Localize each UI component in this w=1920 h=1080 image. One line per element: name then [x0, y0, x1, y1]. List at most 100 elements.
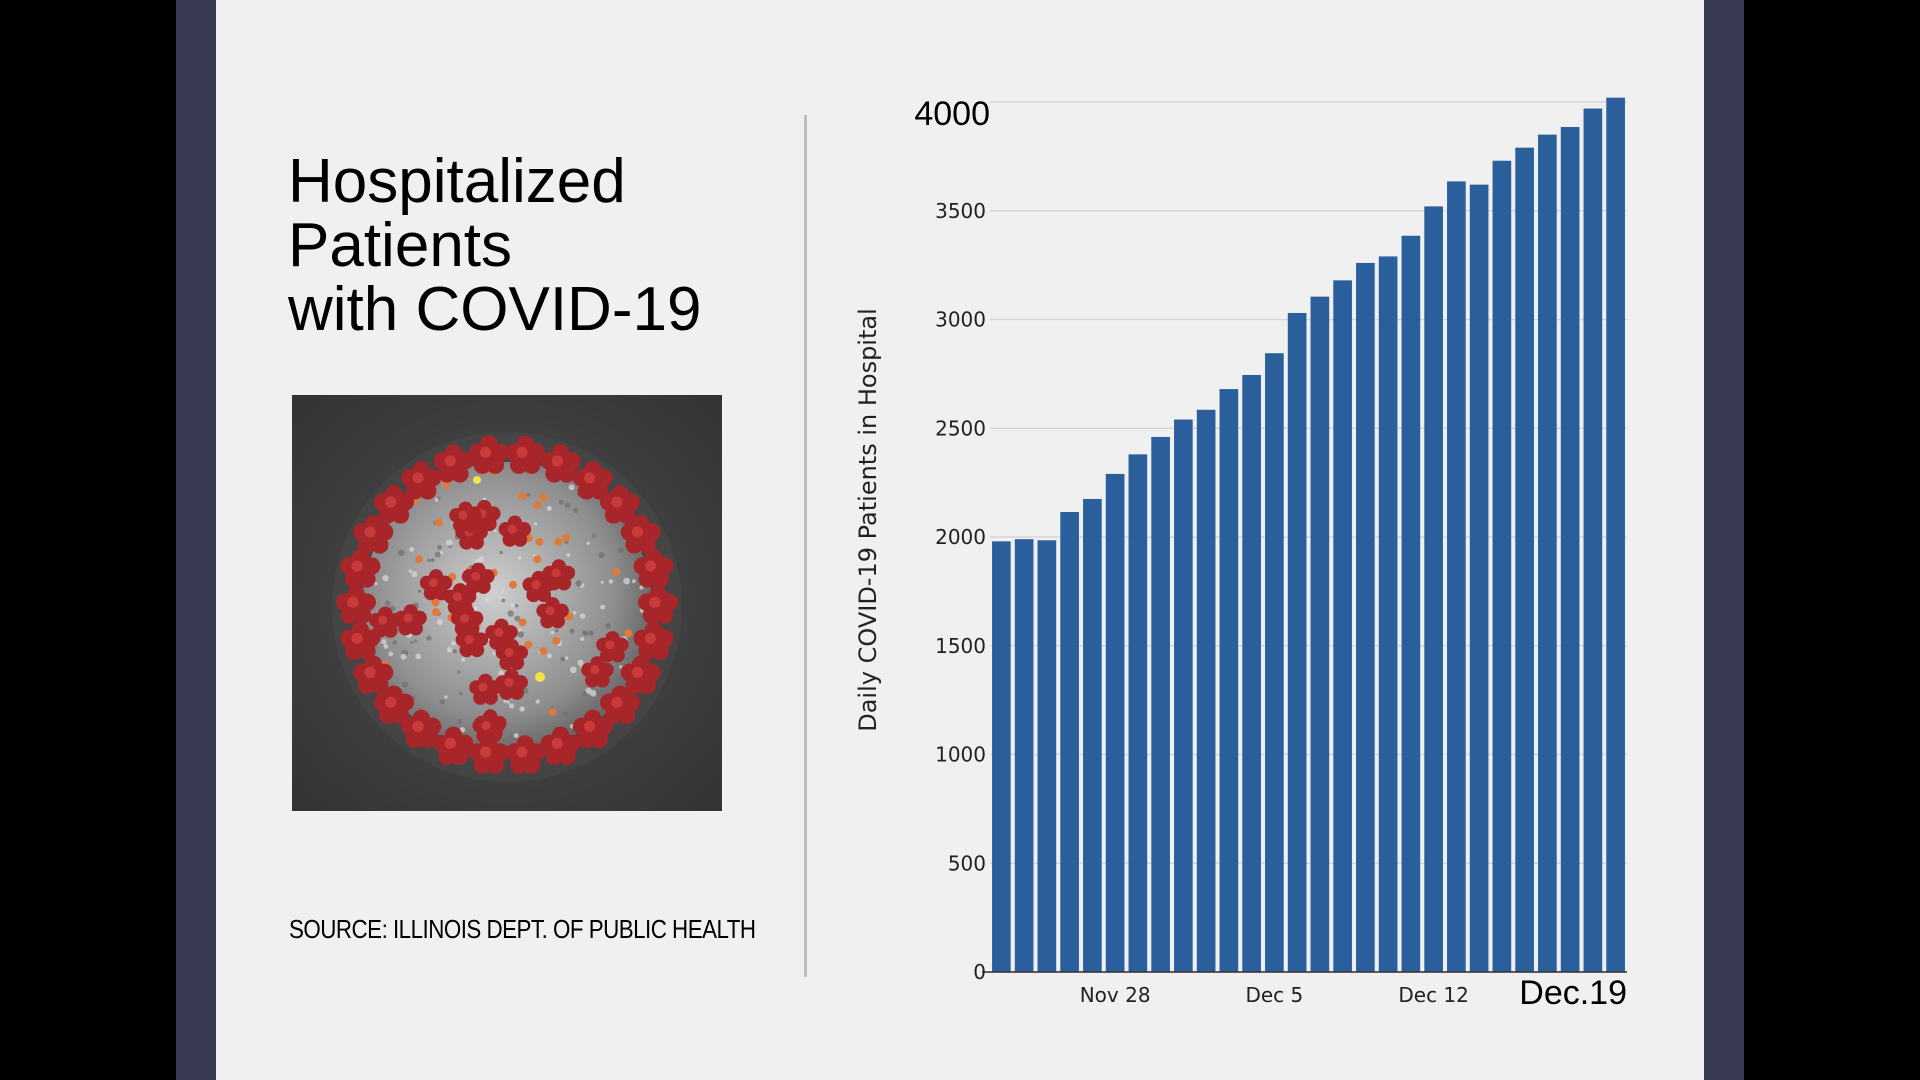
title-line-1: Hospitalized — [288, 147, 626, 216]
virus-texture — [400, 653, 407, 660]
bar-dec-17 — [1538, 134, 1557, 972]
virus-protein — [552, 636, 561, 645]
virus-spike — [505, 735, 546, 774]
bar-dec-16 — [1515, 147, 1534, 973]
virus-spike — [581, 656, 614, 688]
virus-texture — [392, 640, 397, 645]
virus-texture — [459, 726, 466, 733]
virus-texture — [575, 580, 582, 587]
virus-texture — [426, 635, 432, 641]
virus-protein — [562, 533, 571, 542]
x-axis-end-label: Dec.19 — [1519, 974, 1627, 1012]
title-line-3: with COVID-19 — [288, 275, 702, 344]
virus-spike — [468, 435, 509, 474]
virus-texture — [452, 649, 457, 654]
virus-texture — [639, 585, 644, 590]
virus-spike — [340, 549, 381, 588]
virus-texture — [385, 600, 391, 606]
virus-spike — [433, 444, 474, 483]
virus-texture — [569, 666, 577, 674]
virus-texture — [493, 528, 497, 533]
title-line-2: Patients — [288, 211, 513, 280]
virus-texture — [398, 549, 405, 557]
virus-protein — [518, 492, 527, 501]
virus-texture — [446, 539, 453, 546]
virus-marker — [535, 672, 545, 682]
virus-texture — [374, 581, 378, 586]
left-border-strip — [176, 0, 216, 1080]
bar-dec-1 — [1174, 419, 1193, 972]
y-tick-label: 0 — [973, 960, 986, 984]
y-axis-title: Daily COVID-19 Patients in Hospital — [854, 308, 882, 732]
virus-texture — [519, 706, 525, 712]
virus-protein — [535, 537, 544, 546]
virus-texture — [434, 551, 441, 558]
virus-spike — [472, 711, 505, 744]
virus-texture — [437, 544, 443, 550]
virus-texture — [623, 577, 631, 585]
virus-texture — [580, 637, 585, 641]
coronavirus-illustration — [292, 395, 722, 811]
virus-protein — [414, 555, 423, 564]
virus-texture — [383, 644, 389, 649]
virus-spike — [353, 655, 394, 694]
bar-dec-4 — [1242, 374, 1261, 972]
virus-texture — [513, 733, 519, 738]
virus-body — [362, 462, 652, 752]
bar-dec-8 — [1333, 280, 1352, 973]
virus-texture — [591, 533, 597, 539]
virus-protein — [431, 598, 440, 607]
virus-texture — [451, 641, 456, 646]
virus-texture — [514, 615, 521, 622]
bar-dec-3 — [1219, 389, 1239, 973]
virus-texture — [417, 589, 422, 594]
virus-spike — [540, 444, 581, 483]
virus-texture — [506, 700, 510, 704]
virus-spike — [633, 621, 674, 660]
virus-spike — [540, 726, 581, 765]
virus-protein — [533, 555, 542, 564]
virus-texture — [499, 550, 503, 555]
virus-texture — [608, 579, 614, 584]
virus-texture — [507, 610, 514, 617]
virus-texture — [501, 598, 506, 603]
bar-dec-6 — [1287, 312, 1307, 973]
bar-dec-14 — [1469, 184, 1489, 972]
virus-texture — [388, 651, 394, 657]
virus-texture — [568, 484, 575, 491]
bar-nov-24 — [1014, 539, 1034, 972]
virus-spike — [542, 559, 576, 591]
virus-texture — [512, 738, 517, 743]
virus-spike — [596, 631, 629, 663]
y-tick-label: 3500 — [935, 199, 986, 223]
virus-protein — [442, 480, 451, 489]
right-border-strip — [1704, 0, 1744, 1080]
virus-texture — [439, 551, 444, 555]
virus-texture — [619, 665, 623, 669]
virus-spike — [469, 673, 502, 705]
x-tick-label: Dec 5 — [1245, 983, 1303, 1007]
virus-texture — [381, 639, 387, 645]
bar-dec-13 — [1447, 181, 1466, 972]
virus-protein — [548, 707, 557, 716]
virus-spike — [620, 655, 661, 694]
virus-texture — [526, 493, 531, 497]
bar-dec-9 — [1356, 262, 1375, 972]
virus-spike — [443, 583, 477, 615]
virus-texture — [564, 656, 569, 660]
virus-spike — [536, 597, 569, 629]
virus-graphic — [332, 432, 682, 782]
virus-protein — [533, 500, 542, 509]
virus-spike — [638, 585, 678, 624]
virus-texture — [585, 687, 592, 695]
virus-protein — [539, 493, 548, 502]
virus-texture — [461, 657, 466, 662]
virus-protein — [518, 618, 527, 627]
virus-texture — [492, 651, 496, 656]
y-tick-label: 1000 — [935, 743, 986, 767]
virus-texture — [596, 689, 603, 696]
virus-spike — [353, 515, 394, 554]
virus-texture — [410, 641, 414, 645]
virus-protein — [611, 567, 620, 576]
virus-texture — [573, 507, 579, 513]
